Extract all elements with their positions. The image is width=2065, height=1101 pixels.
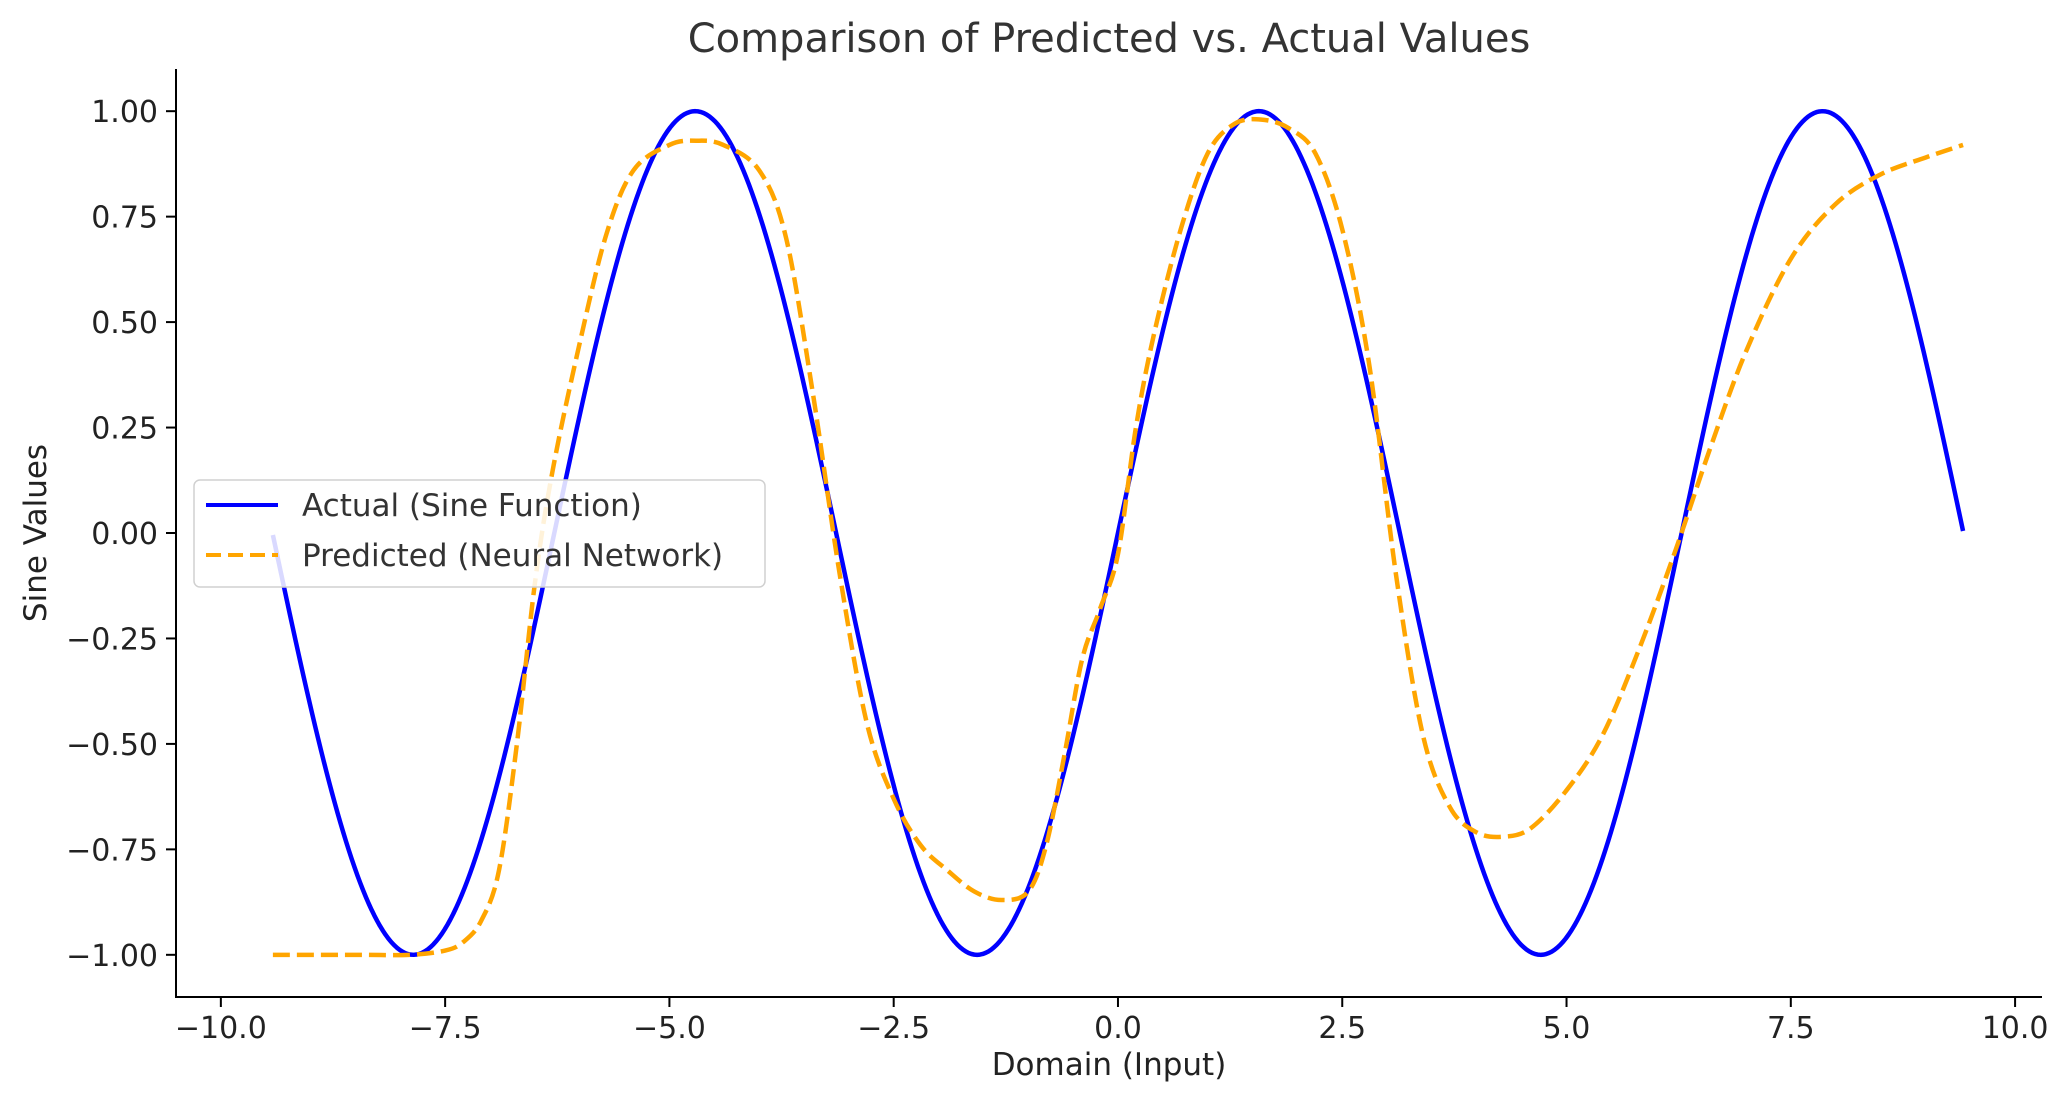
y-tick-label: −1.00	[66, 939, 158, 974]
legend-label-predicted: Predicted (Neural Network)	[302, 538, 723, 574]
legend-label-actual: Actual (Sine Function)	[302, 488, 642, 524]
x-axis-label: Domain (Input)	[992, 1047, 1227, 1083]
chart-title: Comparison of Predicted vs. Actual Value…	[688, 16, 1531, 62]
x-axis-ticks: −10.0 −7.5 −5.0 −2.5 0.0 2.5 5.0 7.5 10.0	[175, 997, 2049, 1046]
legend-box	[193, 479, 766, 588]
x-tick-label: 2.5	[1318, 1011, 1366, 1046]
x-tick-label: 10.0	[1982, 1011, 2049, 1046]
y-axis-ticks: −1.00 −0.75 −0.50 −0.25 0.00 0.25 0.50 0.75 1.00	[66, 95, 176, 974]
y-tick-label: −0.50	[66, 728, 158, 763]
x-tick-label: −10.0	[175, 1011, 267, 1046]
y-tick-label: 0.00	[91, 517, 158, 552]
y-tick-label: 1.00	[91, 95, 158, 130]
y-tick-label: 0.50	[91, 306, 158, 341]
legend: Actual (Sine Function) Predicted (Neural…	[193, 479, 766, 588]
y-tick-label: 0.25	[91, 412, 158, 447]
y-tick-label: 0.75	[91, 201, 158, 236]
y-tick-label: −0.75	[66, 833, 158, 868]
y-tick-label: −0.25	[66, 622, 158, 657]
x-tick-label: 0.0	[1094, 1011, 1142, 1046]
x-tick-label: −2.5	[857, 1011, 930, 1046]
x-tick-label: 7.5	[1767, 1011, 1815, 1046]
predicted-series-line	[272, 116, 1964, 958]
y-axis-label: Sine Values	[18, 444, 54, 622]
x-tick-label: −5.0	[633, 1011, 706, 1046]
x-tick-label: 5.0	[1543, 1011, 1591, 1046]
x-tick-label: −7.5	[409, 1011, 482, 1046]
